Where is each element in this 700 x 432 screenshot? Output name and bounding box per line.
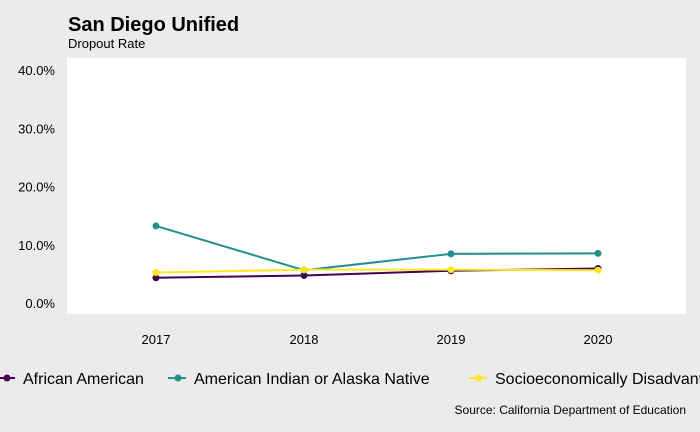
legend-label: African American bbox=[23, 371, 144, 388]
x-tick-label: 2019 bbox=[437, 332, 466, 347]
legend-key-point bbox=[475, 374, 483, 382]
y-tick-label: 40.0% bbox=[18, 63, 55, 78]
x-tick-label: 2020 bbox=[584, 332, 613, 347]
y-tick-label: 10.0% bbox=[18, 238, 55, 253]
legend-label: American Indian or Alaska Native bbox=[194, 371, 430, 388]
legend-key-point bbox=[174, 374, 182, 382]
data-point bbox=[447, 266, 455, 274]
chart-title: San Diego Unified bbox=[68, 14, 240, 36]
data-point bbox=[300, 266, 308, 274]
x-tick-label: 2018 bbox=[290, 332, 319, 347]
x-tick-label: 2017 bbox=[142, 332, 171, 347]
data-point bbox=[594, 266, 602, 274]
data-point bbox=[594, 249, 602, 257]
data-point bbox=[152, 269, 160, 277]
data-point bbox=[152, 222, 160, 230]
legend-label: Socioeconomically Disadvantaged bbox=[495, 371, 700, 388]
data-point bbox=[300, 271, 308, 279]
source-note: Source: California Department of Educati… bbox=[454, 403, 686, 417]
chart-subtitle: Dropout Rate bbox=[68, 36, 146, 51]
y-tick-label: 0.0% bbox=[25, 296, 55, 311]
y-tick-label: 20.0% bbox=[18, 180, 55, 195]
legend-key-point bbox=[3, 374, 11, 382]
plot-panel bbox=[67, 58, 686, 314]
y-tick-label: 30.0% bbox=[18, 121, 55, 136]
data-point bbox=[447, 250, 455, 258]
series-line bbox=[155, 224, 599, 272]
data-point bbox=[152, 274, 160, 282]
series-line bbox=[155, 268, 599, 274]
